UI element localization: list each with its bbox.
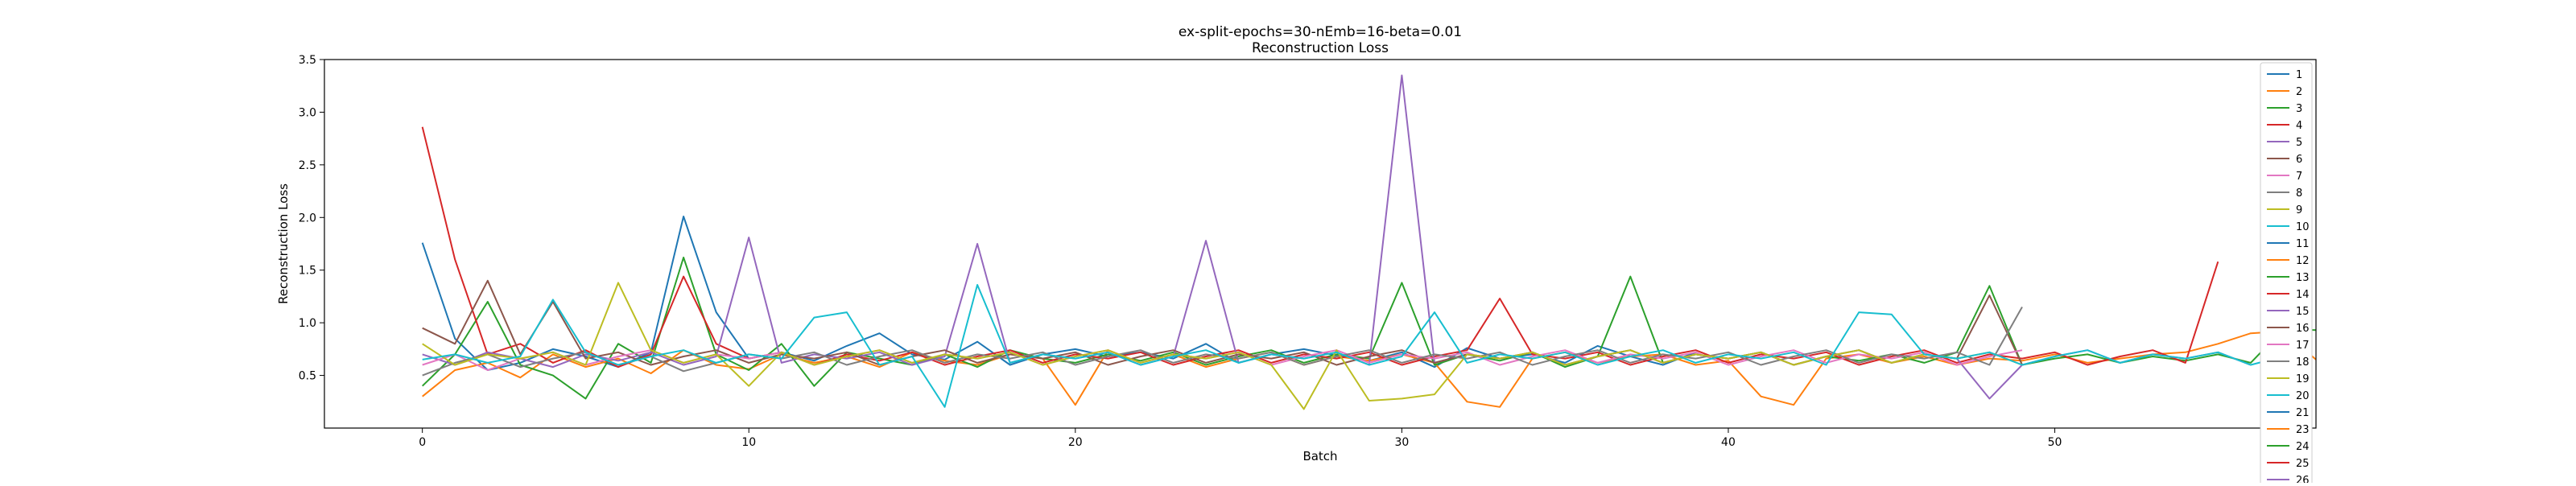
legend-label-10: 10 (2296, 221, 2310, 233)
chart-title: ex-split-epochs=30-nEmb=16-beta=0.01 (1179, 24, 1462, 40)
legend-label-18: 18 (2296, 356, 2310, 369)
legend-label-20: 20 (2296, 390, 2310, 402)
x-axis-label: Batch (1302, 449, 1337, 463)
x-tick-label-3: 30 (1394, 436, 1409, 449)
legend-label-6: 6 (2296, 154, 2302, 166)
y-tick-label-1: 1.0 (299, 317, 316, 330)
legend-label-7: 7 (2296, 171, 2302, 183)
y-tick-label-2: 1.5 (299, 265, 316, 278)
legend-label-19: 19 (2296, 373, 2310, 385)
legend-label-26: 26 (2296, 475, 2310, 483)
legend-label-8: 8 (2296, 187, 2302, 200)
axes-layer: 0 10 20 30 40 50 0.5 1.0 1.5 2.0 2.5 3.0 3.5 (299, 54, 2317, 449)
series-line-1 (421, 216, 1696, 371)
legend-label-3: 3 (2296, 103, 2302, 115)
series-line-3 (422, 257, 2317, 400)
legend-label-17: 17 (2296, 340, 2310, 352)
legend-label-23: 23 (2296, 424, 2310, 436)
legend-label-12: 12 (2296, 255, 2310, 267)
series-line-10 (422, 284, 2284, 408)
legend-label-5: 5 (2296, 137, 2302, 149)
y-tick-label-6: 3.5 (299, 54, 316, 67)
legend-label-11: 11 (2296, 238, 2310, 250)
legend-label-4: 4 (2296, 120, 2302, 132)
legend-label-1: 1 (2296, 69, 2302, 81)
legend: 1234567891011121314151617181920212324252… (2260, 62, 2313, 486)
x-tick-label-0: 0 (419, 436, 426, 449)
legend-label-15: 15 (2296, 306, 2310, 318)
legend-label-2: 2 (2296, 86, 2302, 98)
legend-label-14: 14 (2296, 289, 2310, 301)
y-axis-label: Reconstruction Loss (276, 183, 291, 304)
x-tick-label-2: 20 (1068, 436, 1083, 449)
legend-label-13: 13 (2296, 272, 2310, 284)
plot-frame (324, 59, 2317, 429)
y-tick-label-0: 0.5 (299, 370, 316, 383)
y-tick-label-5: 3.0 (299, 106, 316, 119)
x-tick-label-1: 10 (741, 436, 756, 449)
series-line-4 (421, 126, 2219, 369)
legend-box (2260, 62, 2313, 486)
series-line-9 (422, 282, 2023, 410)
legend-label-16: 16 (2296, 323, 2310, 335)
chart-subtitle: Reconstruction Loss (1252, 40, 1389, 56)
x-tick-label-5: 50 (2048, 436, 2062, 449)
legend-label-9: 9 (2296, 204, 2302, 216)
y-tick-label-4: 2.5 (299, 159, 316, 172)
legend-label-21: 21 (2296, 407, 2310, 419)
series-layer (421, 74, 2317, 410)
x-tick-label-4: 40 (1721, 436, 1736, 449)
legend-label-25: 25 (2296, 458, 2310, 470)
series-line-2 (422, 330, 2317, 408)
legend-label-24: 24 (2296, 441, 2310, 453)
y-tick-label-3: 2.0 (299, 212, 316, 224)
